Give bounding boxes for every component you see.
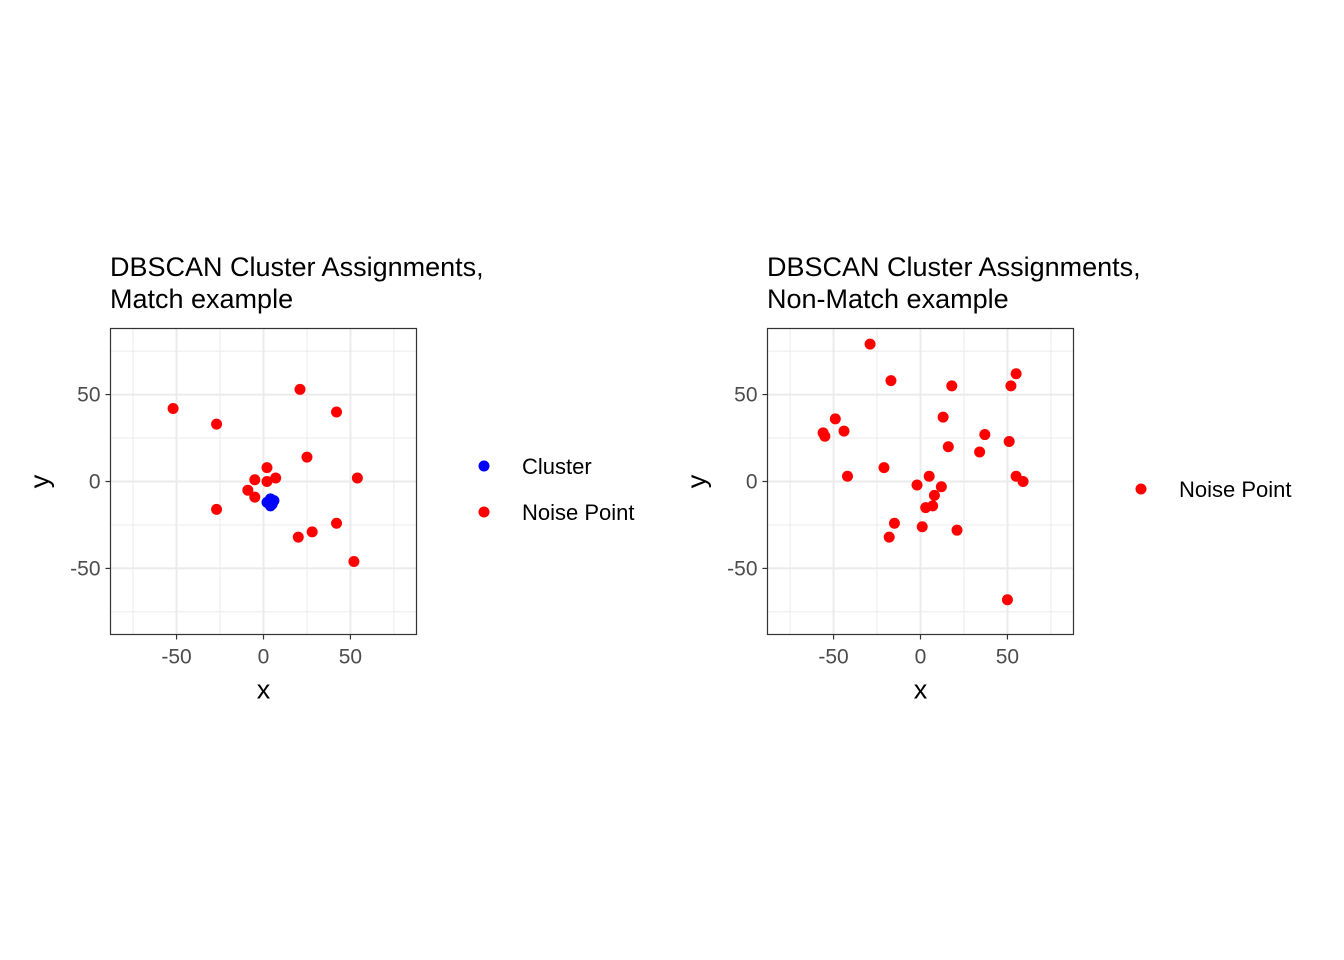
- data-point: [864, 338, 876, 350]
- data-point: [829, 413, 841, 425]
- data-point: [974, 446, 986, 458]
- data-point: [951, 524, 963, 536]
- legend: Noise Point: [1135, 477, 1292, 502]
- data-point: [294, 383, 306, 395]
- series-cluster: [261, 493, 280, 512]
- data-point: [1017, 476, 1029, 487]
- data-point: [841, 470, 853, 482]
- legend-label: Cluster: [522, 454, 592, 479]
- chart-title: DBSCAN Cluster Assignments,: [110, 252, 484, 282]
- data-point: [923, 470, 935, 482]
- y-tick-label: -50: [70, 557, 100, 580]
- y-tick-label: 50: [734, 384, 757, 407]
- data-point: [916, 521, 928, 533]
- data-point: [920, 502, 932, 514]
- data-point: [261, 462, 273, 474]
- x-axis-title: x: [257, 675, 271, 705]
- legend-key: [1135, 483, 1147, 495]
- data-point: [1001, 594, 1013, 606]
- data-point: [838, 425, 850, 437]
- x-axis-title: x: [914, 675, 928, 705]
- data-point: [331, 517, 343, 529]
- data-point: [351, 472, 363, 484]
- y-tick-label: 0: [89, 471, 101, 494]
- legend: Cluster Noise Point: [478, 454, 635, 525]
- data-point: [878, 462, 890, 474]
- data-point: [348, 555, 360, 567]
- y-tick-label: 0: [746, 471, 758, 494]
- data-point: [270, 472, 282, 484]
- data-point: [928, 489, 940, 501]
- data-point: [306, 526, 318, 538]
- y-tick-label: -50: [727, 557, 757, 580]
- legend-label: Noise Point: [522, 500, 635, 525]
- x-tick-label: 50: [996, 646, 1019, 669]
- series-noise-point: [167, 383, 363, 567]
- x-tick-label: 0: [258, 646, 270, 669]
- data-point: [167, 402, 179, 414]
- data-point: [292, 531, 304, 543]
- legend-key: [478, 506, 490, 518]
- data-point: [935, 481, 947, 493]
- y-axis-title: y: [25, 474, 55, 488]
- data-point: [911, 479, 923, 491]
- series-noise-point: [817, 338, 1029, 606]
- data-point: [249, 474, 261, 486]
- data-point: [242, 484, 254, 496]
- chart-panel-1: DBSCAN Cluster Assignments,Match example…: [25, 252, 635, 705]
- data-point: [979, 429, 991, 441]
- data-point: [883, 531, 895, 543]
- x-tick-label: 50: [339, 646, 362, 669]
- chart-panel-2: DBSCAN Cluster Assignments,Non-Match exa…: [682, 252, 1292, 705]
- y-axis-title: y: [682, 474, 712, 488]
- x-tick-label: 0: [915, 646, 927, 669]
- x-tick-label: -50: [818, 646, 848, 669]
- data-point: [331, 406, 343, 418]
- data-point: [266, 495, 278, 507]
- chart-title: Match example: [110, 284, 293, 314]
- chart-title: DBSCAN Cluster Assignments,: [767, 252, 1141, 282]
- data-point: [211, 418, 223, 430]
- chart-title: Non-Match example: [767, 284, 1009, 314]
- data-point: [819, 430, 831, 442]
- x-tick-label: -50: [161, 646, 191, 669]
- data-point: [211, 503, 223, 515]
- y-tick-label: 50: [77, 384, 100, 407]
- data-point: [937, 411, 949, 423]
- data-point: [885, 375, 897, 387]
- data-point: [301, 451, 313, 463]
- data-point: [946, 380, 958, 392]
- data-point: [261, 476, 273, 487]
- data-point: [942, 441, 954, 453]
- data-point: [888, 517, 900, 529]
- data-point: [1003, 436, 1015, 448]
- legend-key: [478, 460, 490, 472]
- data-point: [249, 491, 261, 503]
- data-point: [1005, 380, 1017, 392]
- legend-label: Noise Point: [1179, 477, 1292, 502]
- data-point: [1010, 368, 1022, 380]
